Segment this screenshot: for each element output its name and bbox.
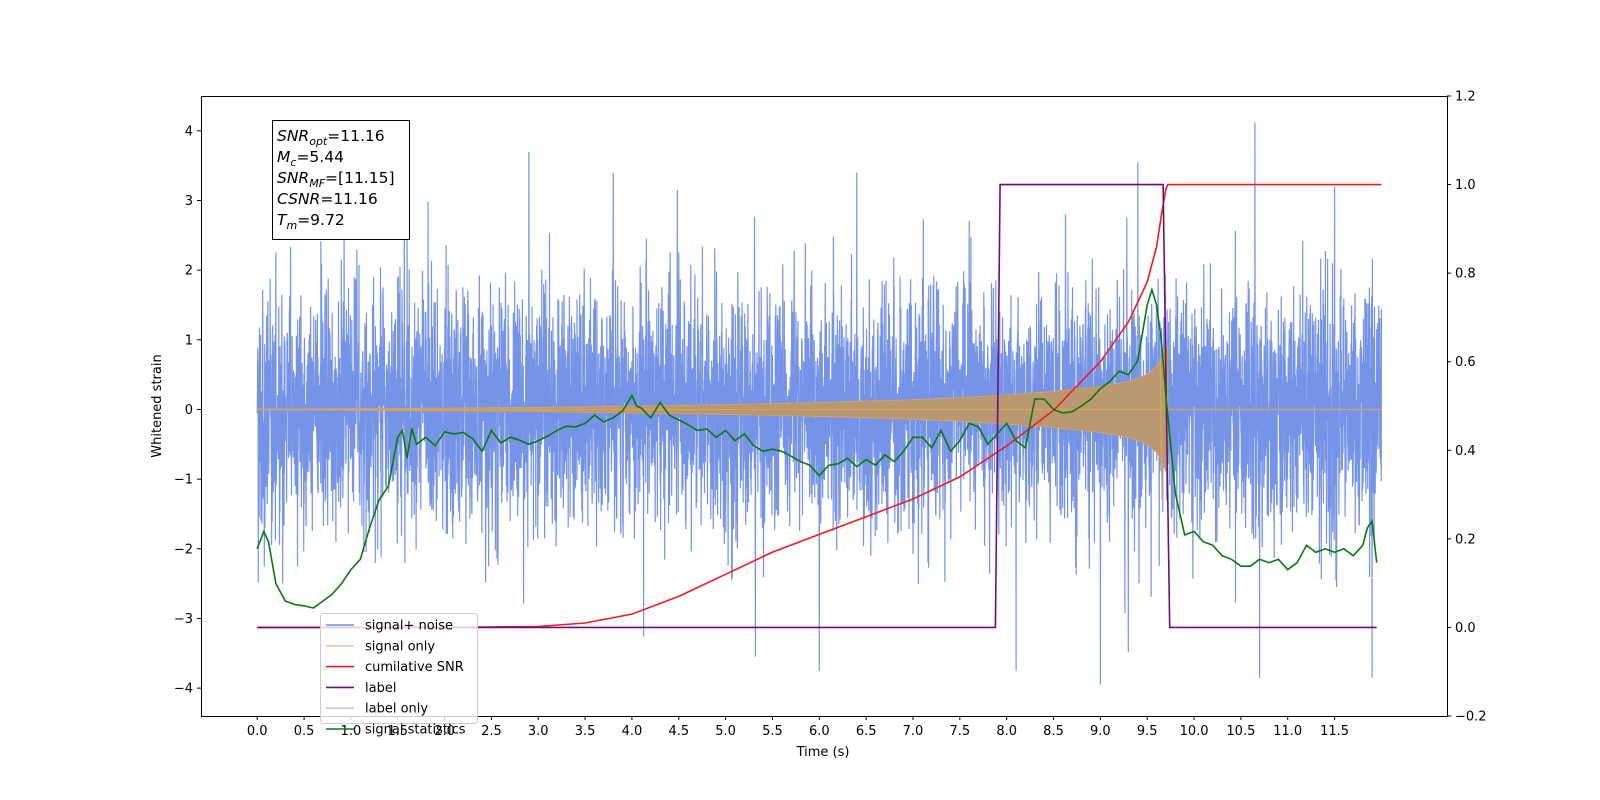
y-left-tick-label: 0 bbox=[185, 403, 193, 418]
y-left-tick-label: −4 bbox=[174, 682, 193, 697]
annotation-line: CSNR=11.16 bbox=[277, 190, 378, 208]
x-tick-label: 5.0 bbox=[715, 724, 736, 739]
x-axis-label: Time (s) bbox=[796, 745, 850, 760]
plot-area bbox=[256, 122, 1382, 685]
legend-frame bbox=[320, 613, 478, 724]
annotation-line: Mc=5.44 bbox=[277, 148, 344, 169]
y-right-tick-label: 0.0 bbox=[1455, 621, 1476, 636]
x-tick-label: 7.0 bbox=[903, 724, 924, 739]
y-right-tick-label: 0.6 bbox=[1455, 355, 1476, 370]
x-tick-label: 6.5 bbox=[856, 724, 877, 739]
label-line bbox=[257, 183, 1377, 629]
annotation-line: SNRMF=[11.15] bbox=[277, 169, 395, 190]
x-tick-label: 4.5 bbox=[668, 724, 689, 739]
legend-label: label bbox=[365, 681, 396, 696]
x-tick-label: 3.0 bbox=[528, 724, 549, 739]
y-axis-left: 4 3 2 1 0 −1 −2 −3 −4 bbox=[174, 124, 201, 697]
legend-label: cumilative SNR bbox=[365, 660, 464, 675]
axes-frame bbox=[201, 96, 1448, 717]
legend-label: signal+ noise bbox=[365, 619, 453, 634]
y-right-tick-label: 0.4 bbox=[1455, 444, 1476, 459]
y-left-tick-label: 3 bbox=[185, 194, 193, 209]
x-tick-label: 11.5 bbox=[1320, 724, 1349, 739]
x-tick-label: 4.0 bbox=[622, 724, 643, 739]
y-right-tick-label: 0.2 bbox=[1455, 532, 1476, 547]
x-tick-label: 10.5 bbox=[1226, 724, 1255, 739]
x-tick-label: 0.0 bbox=[247, 724, 268, 739]
x-tick-label: 9.0 bbox=[1090, 724, 1111, 739]
y-left-tick-label: −1 bbox=[174, 473, 193, 488]
x-tick-label: 8.5 bbox=[1043, 724, 1064, 739]
annotation-frame bbox=[272, 120, 410, 240]
signal-only-merger bbox=[1159, 357, 1163, 501]
y-right-tick-label: 1.2 bbox=[1455, 90, 1476, 105]
x-tick-label: 6.0 bbox=[809, 724, 830, 739]
x-tick-label: 3.5 bbox=[575, 724, 596, 739]
y-left-tick-label: −3 bbox=[174, 612, 193, 627]
y-left-tick-label: 1 bbox=[185, 333, 193, 348]
cumulative-snr-line bbox=[257, 183, 1382, 629]
x-tick-label: 2.5 bbox=[481, 724, 502, 739]
legend-label: signal only bbox=[365, 639, 435, 654]
y-right-tick-label: 1.0 bbox=[1455, 178, 1476, 193]
annotation-box: SNRopt=11.16Mc=5.44SNRMF=[11.15]CSNR=11.… bbox=[272, 120, 410, 240]
x-tick-label: 5.5 bbox=[762, 724, 783, 739]
annotation-line: Tm=9.72 bbox=[277, 211, 345, 232]
legend: signal+ noise signal only cumilative SNR la… bbox=[320, 613, 478, 738]
annotation-line: SNRopt=11.16 bbox=[277, 127, 385, 148]
y-right-tick-label: 0.8 bbox=[1455, 267, 1476, 282]
x-tick-label: 1.5 bbox=[387, 724, 408, 739]
x-tick-label: 2.0 bbox=[434, 724, 455, 739]
y-left-tick-label: −2 bbox=[174, 542, 193, 557]
x-tick-label: 10.0 bbox=[1180, 724, 1209, 739]
signal-noise-line bbox=[256, 122, 1382, 685]
x-tick-label: 9.5 bbox=[1137, 724, 1158, 739]
x-tick-label: 11.0 bbox=[1273, 724, 1302, 739]
y-left-tick-label: 4 bbox=[185, 124, 193, 139]
signal-statistics-line bbox=[256, 286, 1378, 609]
legend-label: signal statistics bbox=[365, 723, 466, 738]
y-axis-label: Whitened strain bbox=[150, 354, 165, 457]
x-tick-label: 8.0 bbox=[996, 724, 1017, 739]
x-tick-label: 1.0 bbox=[341, 724, 362, 739]
x-axis: 0.0 0.5 1.0 1.5 2.0 2.5 3.0 3.5 4.0 4.5 5.0 5.5 6.0 6… bbox=[247, 716, 1349, 739]
y-left-tick-label: 2 bbox=[185, 264, 193, 279]
x-tick-label: 0.5 bbox=[294, 724, 315, 739]
x-tick-label: 7.5 bbox=[949, 724, 970, 739]
y-right-tick-label: −0.2 bbox=[1455, 710, 1487, 725]
legend-label: label only bbox=[365, 702, 428, 717]
y-axis-right: 1.2 1.0 0.8 0.6 0.4 0.2 0.0 −0.2 bbox=[1447, 90, 1487, 725]
